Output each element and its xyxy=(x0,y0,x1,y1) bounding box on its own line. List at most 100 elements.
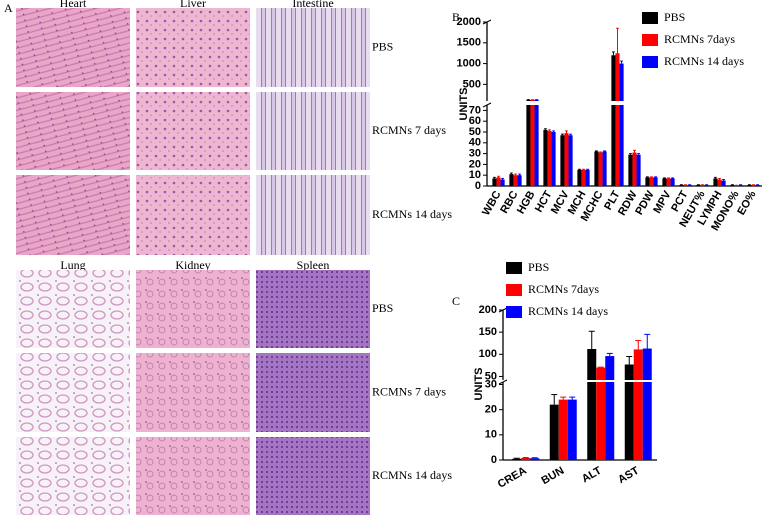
y-tick-label: 50 xyxy=(485,370,497,382)
bar xyxy=(530,99,535,101)
legend-label: PBS xyxy=(528,260,549,274)
x-tick-label: AST xyxy=(616,465,641,487)
y-tick-label: 0 xyxy=(475,180,481,192)
legend-swatch xyxy=(506,284,522,296)
legend-swatch xyxy=(506,306,522,318)
bar xyxy=(666,178,671,186)
bar xyxy=(521,457,531,460)
histology-image xyxy=(256,92,370,170)
y-tick-label: 10 xyxy=(469,169,481,181)
y-tick-label: 20 xyxy=(469,158,481,170)
bar xyxy=(700,184,705,186)
bar xyxy=(704,184,709,186)
axis-break xyxy=(498,379,508,385)
bar xyxy=(509,174,514,186)
y-tick-label: 10 xyxy=(485,429,497,441)
histology-image xyxy=(256,8,370,87)
bar xyxy=(587,348,597,380)
y-tick-label: 50 xyxy=(469,126,481,138)
bar xyxy=(696,184,701,186)
column-title: Liver xyxy=(180,0,206,10)
bar xyxy=(633,382,643,460)
y-tick-label: 1000 xyxy=(457,57,481,69)
bar xyxy=(596,367,606,380)
legend-label: PBS xyxy=(664,10,685,24)
y-tick-label: 500 xyxy=(463,78,481,90)
bar xyxy=(619,63,624,101)
bar xyxy=(645,177,650,186)
bar xyxy=(543,129,548,186)
x-tick-label: MPV xyxy=(651,188,674,215)
row-label: RCMNs 7 days xyxy=(372,123,446,137)
bar xyxy=(558,399,568,460)
legend-swatch xyxy=(506,262,522,274)
bar xyxy=(615,53,620,101)
bar xyxy=(679,184,684,186)
bar xyxy=(662,178,667,186)
row-label: PBS xyxy=(372,39,393,53)
x-tick-label: HGB xyxy=(515,189,538,216)
bar xyxy=(619,105,624,186)
bar xyxy=(596,382,606,460)
column-title: Heart xyxy=(60,0,87,10)
y-tick-label: 40 xyxy=(469,137,481,149)
bar xyxy=(567,399,577,460)
bar xyxy=(530,458,540,460)
bar xyxy=(534,99,539,101)
y-axis-label: UNITS xyxy=(473,368,485,401)
histology-image xyxy=(136,8,250,87)
bar xyxy=(721,180,726,186)
histology-image xyxy=(16,270,130,348)
bar xyxy=(713,178,718,186)
bar xyxy=(560,135,565,186)
column-title: Kidney xyxy=(175,258,210,272)
row-label: RCMNs 14 days xyxy=(372,207,452,221)
bar xyxy=(683,184,688,186)
bar xyxy=(517,175,522,186)
bar xyxy=(581,169,586,186)
bar xyxy=(605,382,615,460)
y-tick-label: 1500 xyxy=(457,37,481,49)
bar xyxy=(526,99,531,101)
bar xyxy=(632,152,637,186)
bar xyxy=(624,382,634,460)
histology-image xyxy=(136,175,250,255)
histology-image xyxy=(136,92,250,170)
bar xyxy=(670,178,675,186)
x-tick-label: EO% xyxy=(735,189,758,217)
histology-image xyxy=(136,353,250,432)
bar xyxy=(551,132,556,186)
bar xyxy=(526,105,531,186)
y-tick-label: 2000 xyxy=(457,16,481,28)
histology-image xyxy=(256,270,370,348)
bar xyxy=(534,105,539,186)
panel-label: B xyxy=(452,10,460,24)
row-label: PBS xyxy=(372,301,393,315)
x-tick-label: CREA xyxy=(496,465,529,491)
histology-image xyxy=(136,270,250,348)
bar xyxy=(687,184,692,186)
bar xyxy=(751,184,756,186)
legend-label: RCMNs 7days xyxy=(528,282,599,296)
bar xyxy=(611,55,616,101)
x-tick-label: ALT xyxy=(580,465,604,486)
x-tick-label: PDW xyxy=(633,188,657,217)
legend-label: RCMNs 14 days xyxy=(528,304,608,318)
bar xyxy=(642,382,652,460)
bar xyxy=(636,154,641,186)
y-tick-label: 0 xyxy=(491,454,497,466)
histology-image xyxy=(256,437,370,515)
bar xyxy=(653,177,658,186)
bar xyxy=(642,348,652,380)
y-tick-label: 70 xyxy=(469,104,481,116)
legend-swatch xyxy=(642,12,658,24)
legend-label: RCMNs 7days xyxy=(664,32,735,46)
row-label: RCMNs 14 days xyxy=(372,468,452,482)
bar xyxy=(513,175,518,186)
y-tick-label: 150 xyxy=(479,326,497,338)
bar xyxy=(717,179,722,186)
bar xyxy=(747,184,752,186)
